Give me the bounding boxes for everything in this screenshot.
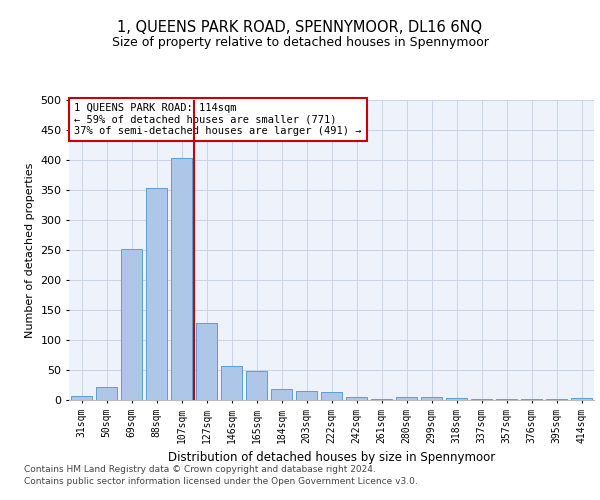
X-axis label: Distribution of detached houses by size in Spennymoor: Distribution of detached houses by size … [168, 451, 495, 464]
Bar [421, 397, 442, 400]
Bar [196, 323, 217, 400]
Bar [371, 399, 392, 400]
Bar [271, 389, 292, 400]
Bar [446, 398, 467, 400]
Bar [571, 398, 592, 400]
Bar [346, 397, 367, 400]
Bar [171, 158, 192, 400]
Text: Contains public sector information licensed under the Open Government Licence v3: Contains public sector information licen… [24, 476, 418, 486]
Text: Size of property relative to detached houses in Spennymoor: Size of property relative to detached ho… [112, 36, 488, 49]
Bar [471, 399, 492, 400]
Y-axis label: Number of detached properties: Number of detached properties [25, 162, 35, 338]
Bar [71, 396, 92, 400]
Bar [246, 371, 267, 400]
Bar [96, 387, 117, 400]
Bar [221, 366, 242, 400]
Text: 1 QUEENS PARK ROAD: 114sqm
← 59% of detached houses are smaller (771)
37% of sem: 1 QUEENS PARK ROAD: 114sqm ← 59% of deta… [74, 103, 362, 136]
Bar [296, 391, 317, 400]
Bar [121, 249, 142, 400]
Text: Contains HM Land Registry data © Crown copyright and database right 2024.: Contains HM Land Registry data © Crown c… [24, 466, 376, 474]
Bar [396, 397, 417, 400]
Text: 1, QUEENS PARK ROAD, SPENNYMOOR, DL16 6NQ: 1, QUEENS PARK ROAD, SPENNYMOOR, DL16 6N… [118, 20, 482, 35]
Bar [146, 188, 167, 400]
Bar [521, 399, 542, 400]
Bar [321, 392, 342, 400]
